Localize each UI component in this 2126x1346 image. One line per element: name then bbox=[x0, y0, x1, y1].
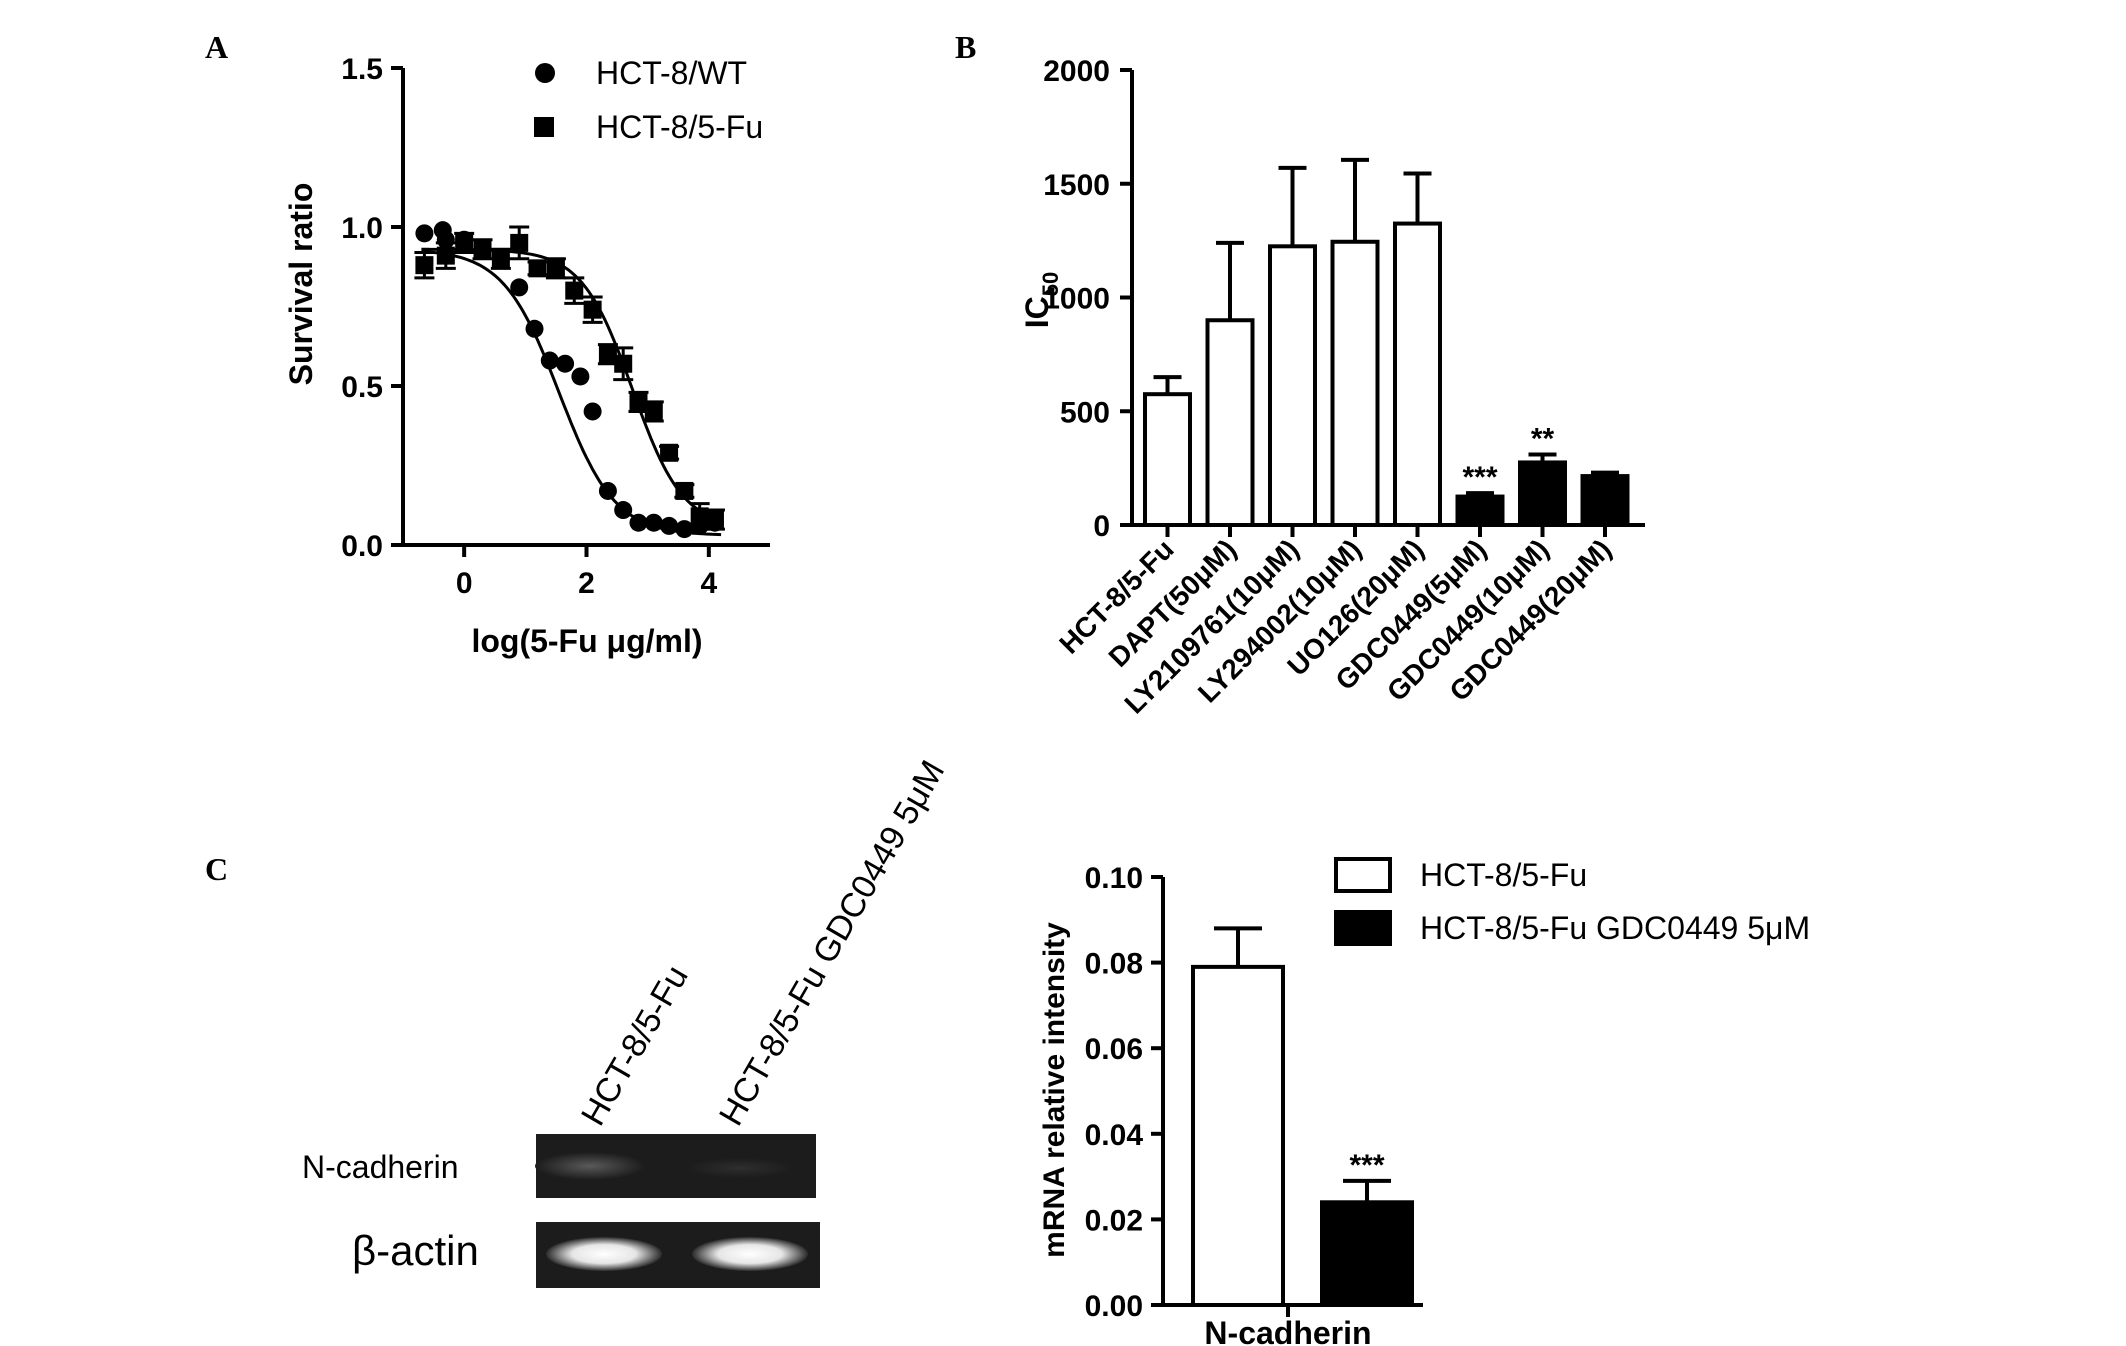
gel-band-bactin-lane1 bbox=[546, 1237, 662, 1271]
chart-a-y-tick-label: 0.0 bbox=[341, 530, 383, 563]
gel-lane-label-2: HCT-8/5-Fu GDC0449 5μM bbox=[712, 754, 952, 1132]
chart-a-point-5fu bbox=[629, 392, 648, 411]
legend-marker-hct8-wt bbox=[535, 63, 555, 83]
chart-b-y-tick-label: 1000 bbox=[1043, 283, 1110, 316]
chart-a-point-wt bbox=[540, 351, 559, 370]
chart-c-bar bbox=[1320, 1200, 1414, 1308]
chart-a-point-wt bbox=[675, 520, 694, 539]
chart-b-bar bbox=[1330, 239, 1380, 527]
chart-b-bar bbox=[1455, 494, 1505, 527]
chart-a-point-5fu bbox=[473, 240, 492, 259]
chart-a-x-label: log(5-Fu μg/ml) bbox=[471, 623, 702, 659]
gel-image: HCT-8/5-Fu HCT-8/5-Fu GDC0449 5μM N-cadh… bbox=[302, 754, 952, 1288]
chart-a-x-tick-label: 4 bbox=[700, 567, 717, 600]
chart-a-point-wt bbox=[415, 224, 434, 243]
chart-a-point-5fu bbox=[690, 507, 709, 526]
chart-a-point-5fu bbox=[491, 249, 510, 268]
chart-a-point-5fu bbox=[660, 443, 679, 462]
chart-a-point-wt bbox=[614, 501, 633, 520]
panel-label-b: B bbox=[955, 29, 976, 65]
chart-c-y-tick-label: 0.00 bbox=[1085, 1290, 1143, 1323]
chart-a-point-5fu bbox=[415, 256, 434, 275]
chart-a-legend: HCT-8/WT HCT-8/5-Fu bbox=[534, 55, 763, 145]
chart-b-bar bbox=[1205, 318, 1255, 527]
chart-b-y-tick-label: 0 bbox=[1093, 510, 1110, 543]
legend-label-c-hct8-5fu: HCT-8/5-Fu bbox=[1420, 857, 1587, 893]
legend-label-hct8-5fu: HCT-8/5-Fu bbox=[596, 109, 763, 145]
chart-a-point-5fu bbox=[510, 233, 529, 252]
legend-swatch-hct8-5fu bbox=[1334, 857, 1392, 893]
chart-b-bar bbox=[1268, 244, 1317, 527]
chart-c-legend: HCT-8/5-Fu HCT-8/5-Fu GDC0449 5μM bbox=[1334, 857, 1810, 946]
chart-a-point-wt bbox=[644, 513, 663, 532]
chart-a-y-tick-label: 1.0 bbox=[341, 212, 383, 245]
chart-a-point-wt bbox=[629, 513, 648, 532]
chart-b-y-tick-label: 500 bbox=[1060, 396, 1110, 429]
gel-band-bactin-lane2 bbox=[692, 1237, 808, 1271]
chart-b-bar bbox=[1393, 221, 1442, 527]
chart-a-point-5fu bbox=[705, 510, 724, 529]
chart-b-y-label: IC50 bbox=[1019, 272, 1063, 328]
legend-marker-hct8-5fu bbox=[534, 117, 554, 137]
chart-a-x-tick-label: 0 bbox=[456, 567, 473, 600]
chart-a-point-wt bbox=[583, 402, 602, 421]
chart-a-point-5fu bbox=[644, 402, 663, 421]
chart-a-point-5fu bbox=[528, 259, 547, 278]
chart-a-y-tick-label: 1.5 bbox=[341, 53, 383, 86]
chart-b-significance: ** bbox=[1531, 422, 1555, 455]
chart-a-point-5fu bbox=[614, 354, 633, 373]
chart-c-y-tick-label: 0.02 bbox=[1085, 1204, 1143, 1237]
chart-c-significance: *** bbox=[1349, 1149, 1384, 1182]
chart-b-significance: *** bbox=[1462, 461, 1497, 494]
chart-a-point-5fu bbox=[546, 259, 565, 278]
chart-a-point-5fu bbox=[436, 246, 455, 265]
chart-c-x-label: N-cadherin bbox=[1204, 1315, 1371, 1346]
chart-a-y-label: Survival ratio bbox=[283, 183, 319, 386]
chart-a-point-wt bbox=[660, 516, 679, 535]
chart-a-survival: 0.0 0.5 1.0 1.5 0 2 4 log(5-Fu μg/ml) Surviva… bbox=[283, 53, 770, 659]
chart-a-point-wt bbox=[525, 319, 544, 338]
gel-band-ncadherin-lane1 bbox=[535, 1152, 645, 1180]
panel-label-c: C bbox=[205, 851, 228, 887]
chart-a-point-wt bbox=[598, 481, 617, 500]
chart-a-y-tick-label: 0.5 bbox=[341, 371, 383, 404]
chart-c-bar bbox=[1191, 964, 1285, 1307]
chart-b-y-label-sub: 50 bbox=[1038, 272, 1063, 296]
chart-c-mrna: 0.000.020.040.060.080.10 *** N-cadherin … bbox=[1038, 857, 1810, 1346]
chart-a-point-wt bbox=[510, 278, 529, 297]
legend-swatch-hct8-5fu-gdc0449 bbox=[1334, 910, 1392, 946]
chart-b-bar bbox=[1518, 460, 1567, 527]
chart-b-y-tick-label: 1500 bbox=[1043, 169, 1110, 202]
chart-a-point-5fu bbox=[565, 281, 584, 300]
gel-row-label-bactin: β-actin bbox=[352, 1227, 479, 1274]
legend-label-c-hct8-5fu-gdc0449: HCT-8/5-Fu GDC0449 5μM bbox=[1420, 910, 1810, 946]
chart-a-point-5fu bbox=[675, 481, 694, 500]
chart-b-y-label-main: IC bbox=[1019, 296, 1055, 328]
chart-b-bar bbox=[1580, 474, 1630, 527]
chart-b-bar bbox=[1143, 392, 1192, 527]
chart-c-y-tick-label: 0.04 bbox=[1085, 1119, 1144, 1152]
chart-c-y-tick-label: 0.10 bbox=[1085, 862, 1143, 895]
legend-label-hct8-wt: HCT-8/WT bbox=[596, 55, 747, 91]
chart-a-point-wt bbox=[556, 354, 575, 373]
chart-a-point-5fu bbox=[455, 233, 474, 252]
chart-a-point-wt bbox=[571, 367, 590, 386]
chart-c-y-label: mRNA relative intensity bbox=[1038, 922, 1071, 1258]
gel-lane-label-1: HCT-8/5-Fu bbox=[574, 959, 696, 1132]
chart-a-point-5fu bbox=[583, 300, 602, 319]
gel-row-label-ncadherin: N-cadherin bbox=[302, 1149, 459, 1185]
panel-label-a: A bbox=[205, 29, 228, 65]
chart-c-y-tick-label: 0.08 bbox=[1085, 948, 1143, 981]
chart-a-point-5fu bbox=[598, 345, 617, 364]
chart-b-y-tick-label: 2000 bbox=[1043, 55, 1110, 88]
gel-band-ncadherin-lane2 bbox=[685, 1158, 795, 1178]
chart-a-x-tick-label: 2 bbox=[578, 567, 595, 600]
chart-c-y-tick-label: 0.06 bbox=[1085, 1033, 1143, 1066]
